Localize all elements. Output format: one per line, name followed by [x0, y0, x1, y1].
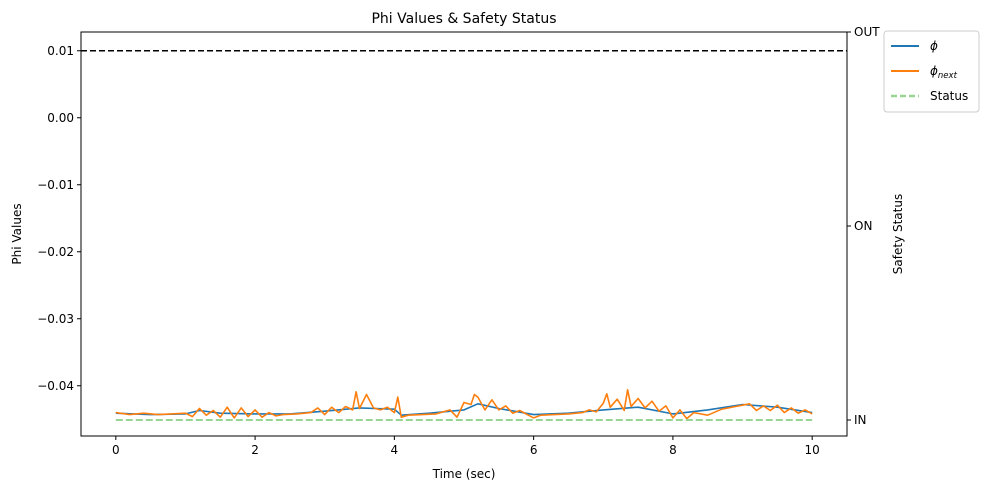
legend-label-0: ϕ — [930, 39, 938, 53]
y-tick-label: −0.03 — [37, 312, 74, 326]
y2-axis-label: Safety Status — [891, 194, 905, 274]
ticks: 0 2 4 6 8 10 0.01 0.00 −0.01 −0.02 −0.03 −0.04 IN ON O… — [37, 25, 880, 457]
x-tick-label: 0 — [112, 443, 120, 457]
y-tick-label: −0.02 — [37, 245, 74, 259]
x-tick-label: 4 — [391, 443, 399, 457]
series-line-1 — [115, 388, 813, 420]
x-tick-label: 8 — [669, 443, 677, 457]
legend-label-2: Status — [930, 89, 968, 103]
legend-label-1: ϕnext — [930, 64, 958, 81]
y-tick-label: −0.04 — [37, 379, 74, 393]
y2-tick-label: ON — [854, 219, 872, 233]
y-tick-label: 0.01 — [47, 44, 74, 58]
axes-frame — [80, 31, 848, 437]
series-line-0 — [115, 402, 813, 417]
y2-tick-label: IN — [854, 413, 867, 427]
legend: ϕ ϕnext Status — [883, 30, 980, 113]
axes — [80, 31, 848, 437]
y2-tick-label: OUT — [854, 25, 880, 39]
y-axis-label: Phi Values — [10, 203, 24, 264]
plot-area — [81, 50, 847, 421]
x-axis-label: Time (sec) — [432, 467, 496, 481]
chart-title: Phi Values & Safety Status — [371, 11, 556, 27]
x-tick-label: 10 — [805, 443, 820, 457]
y-tick-label: 0.00 — [47, 111, 74, 125]
x-tick-label: 6 — [530, 443, 538, 457]
y-tick-label: −0.01 — [37, 178, 74, 192]
x-tick-label: 2 — [251, 443, 259, 457]
legend-frame — [883, 30, 980, 113]
